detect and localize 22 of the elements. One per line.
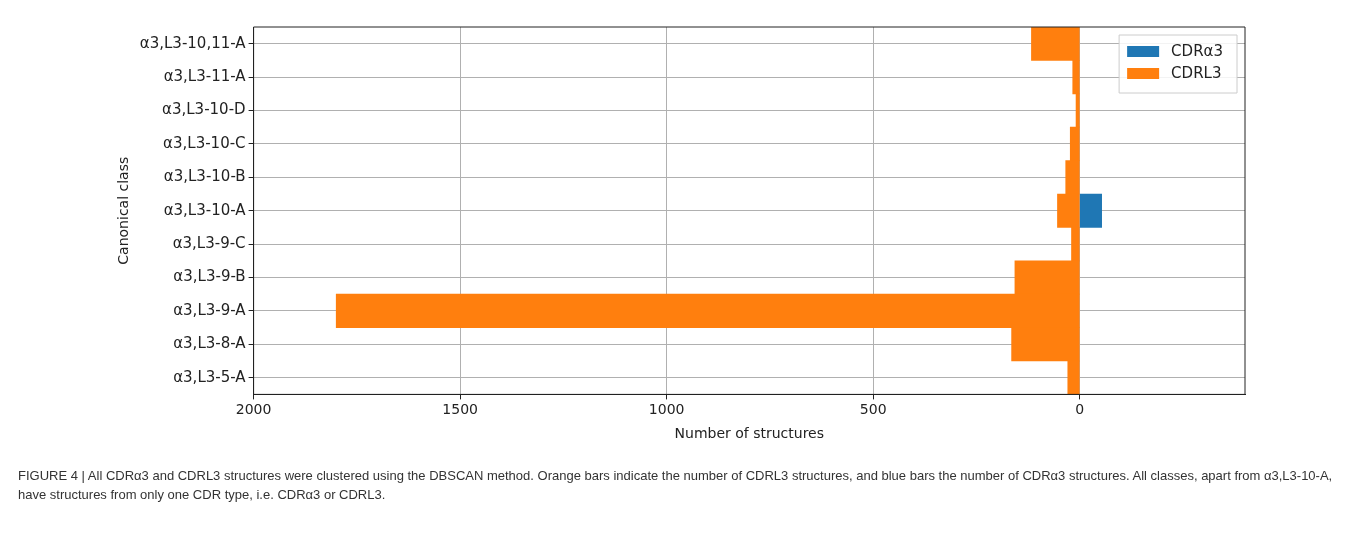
y-tick-label: α3,L3-10-B — [163, 167, 246, 186]
y-tick-label: α3,L3-10,11-A — [139, 33, 247, 52]
y-tick-label: α3,L3-10-A — [163, 200, 247, 219]
x-tick-label: 500 — [859, 401, 887, 418]
x-tick-label: 1000 — [648, 401, 685, 418]
caption: FIGURE 4 | All CDRα3 and CDRL3 structures were clustered using the DBSCAN method. Orange bars indicate the number of CDRL3 structures, and blue bars the number of CDRα3 structures. All classes, apart from α3,L3-10-A, have structures from only one CDR type, i.e. CDRα3 or CDRL3. — [18, 467, 1334, 504]
y-tick-label: α3,L3-9-C — [172, 233, 246, 252]
x-tick-label: 2000 — [235, 401, 272, 418]
legend-label: CDRα3 — [1171, 41, 1224, 60]
y-tick-label: α3,L3-10-D — [162, 100, 246, 119]
y-tick-label: α3,L3-8-A — [173, 334, 247, 353]
x-tick-label: 0 — [1075, 401, 1085, 418]
x-tick-label: 1500 — [442, 401, 478, 418]
y-tick-label: α3,L3-11-A — [163, 66, 247, 85]
y-tick-label: α3,L3-9-A — [173, 300, 247, 319]
y-tick-label: α3,L3-10-C — [163, 133, 246, 152]
bar — [1079, 193, 1102, 228]
y-tick-label: α3,L3-5-A — [173, 367, 247, 386]
legend-label: CDRL3 — [1171, 63, 1222, 82]
y-axis-title: Canonical class — [115, 156, 132, 265]
x-axis-title: Number of structures — [674, 425, 825, 442]
y-tick-label: α3,L3-9-B — [173, 267, 246, 286]
